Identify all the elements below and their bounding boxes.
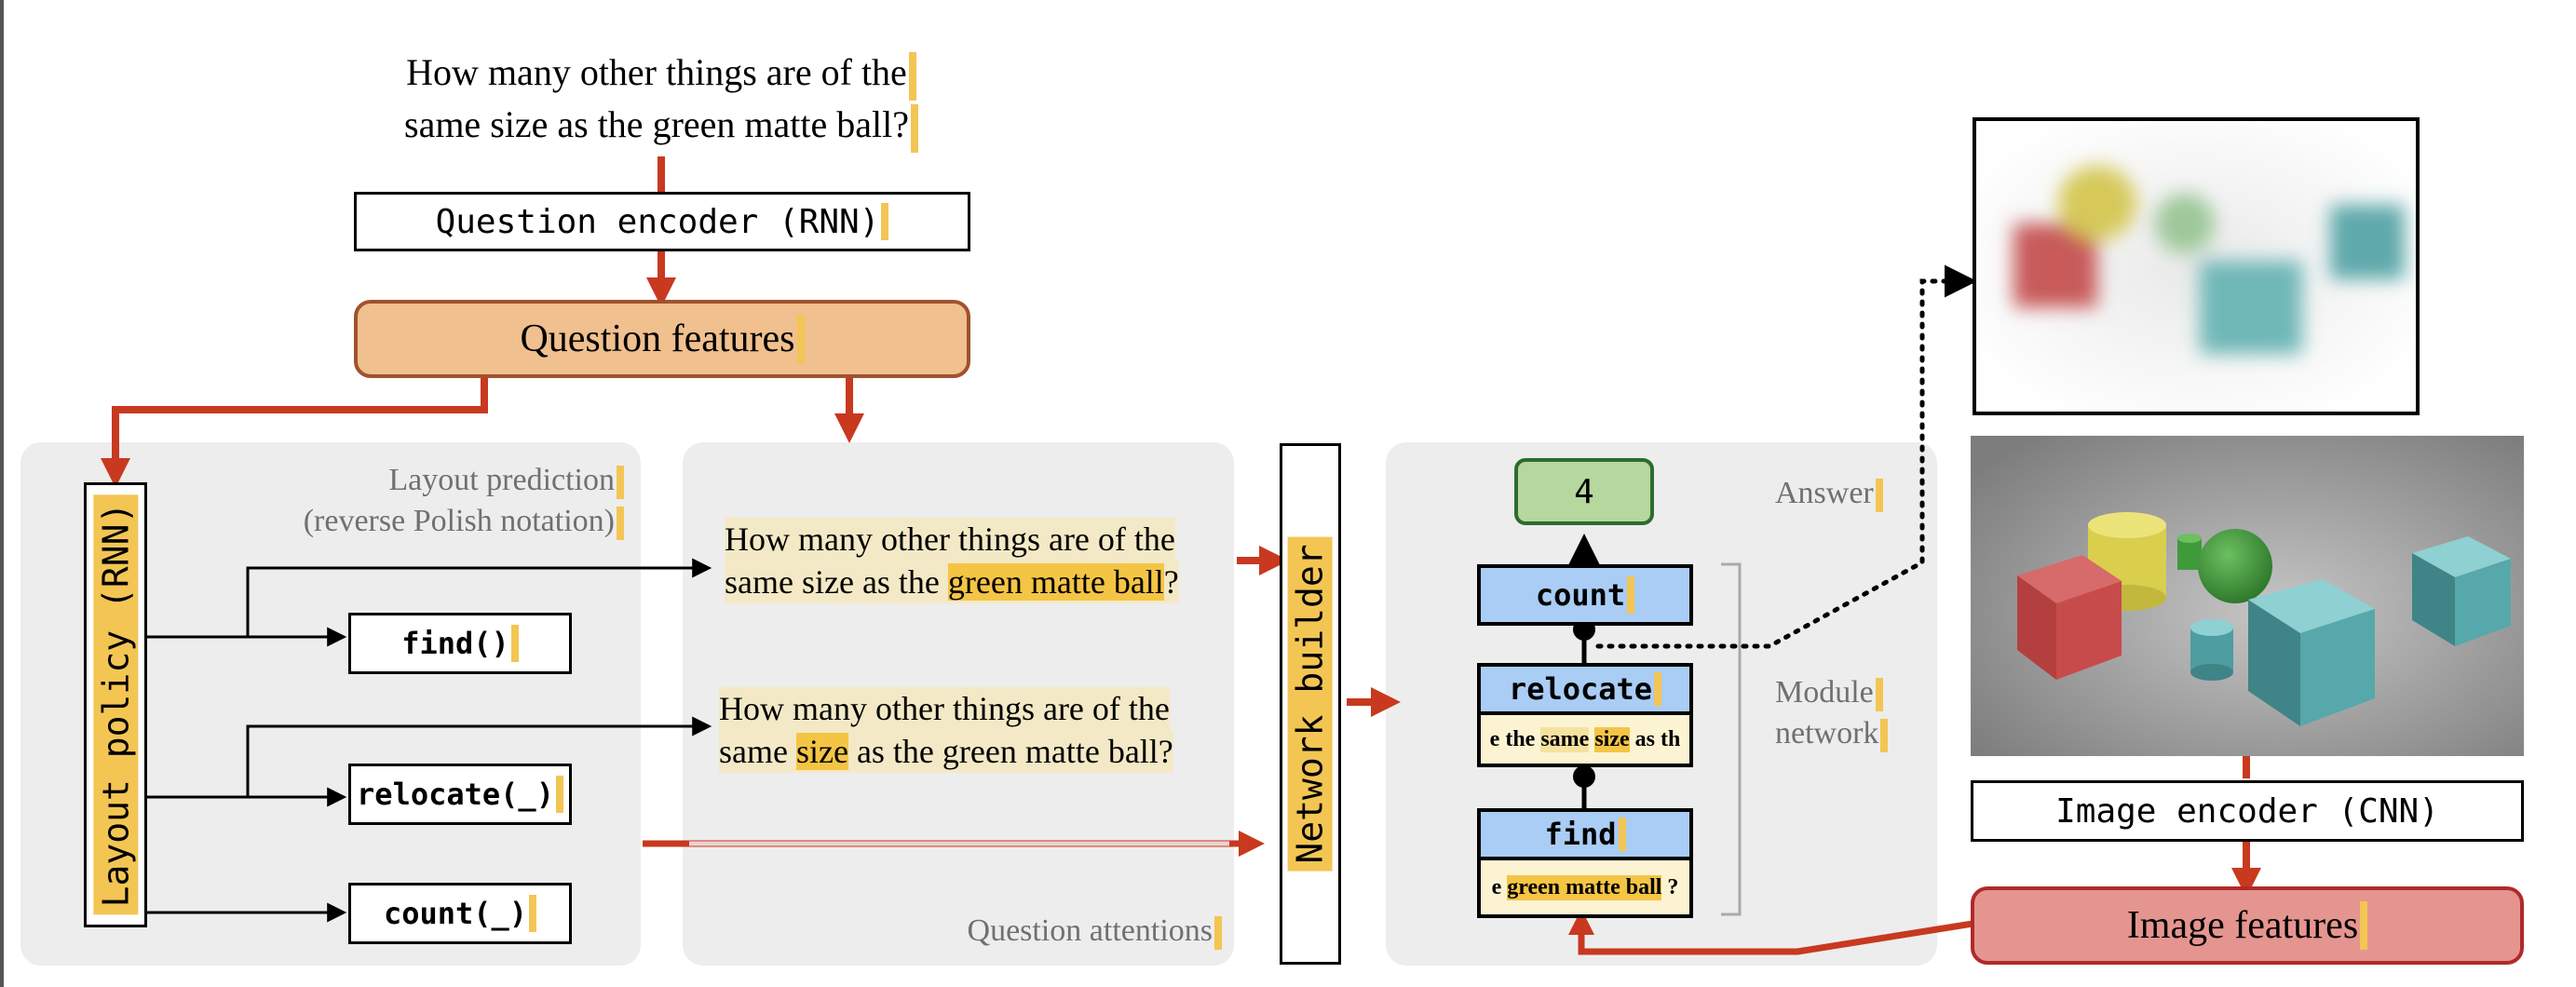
- layout-op-relocate-label: relocate(_): [357, 777, 554, 812]
- relocate-attn-4: as th: [1634, 726, 1681, 751]
- relocate-attn-1: e the: [1489, 726, 1536, 751]
- layout-op-relocate: relocate(_): [348, 764, 572, 825]
- attention-1-line-2-pre: same size as the: [725, 563, 948, 601]
- question-features-label: Question features: [520, 318, 795, 360]
- question-features-box: Question features: [354, 300, 970, 378]
- module-network-line-2: network: [1775, 716, 1879, 750]
- features-to-layout-policy-arrow: [101, 376, 488, 488]
- highlight-marker: [510, 625, 519, 662]
- highlight-marker: [881, 203, 889, 240]
- input-question: How many other things are of the same si…: [354, 48, 969, 153]
- scene-graphic: [1971, 436, 2524, 756]
- highlight-marker: [529, 895, 537, 932]
- attention-1-line-2-post: ?: [1163, 563, 1179, 601]
- module-relocate: relocate: [1477, 663, 1693, 715]
- count-to-attention-map-dotted: [1595, 264, 1977, 649]
- module-find-label: find: [1544, 817, 1617, 852]
- attention-text-2: How many other things are of the same si…: [719, 687, 1213, 773]
- module-find-attention: e green matte ball ?: [1477, 860, 1693, 918]
- attention-1-line-1: How many other things are of the: [725, 521, 1175, 558]
- answer-label: Answer: [1775, 473, 1924, 514]
- highlight-marker: [1875, 479, 1883, 513]
- module-count-label: count: [1535, 577, 1626, 613]
- image-features-to-find-arrow: [1568, 909, 1973, 955]
- layout-prediction-line-2: (reverse Polish notation): [303, 504, 615, 538]
- highlight-marker: [1875, 678, 1883, 712]
- attention-2-line-1: How many other things are of the: [719, 690, 1170, 727]
- module-network-label: Module network: [1775, 672, 1924, 754]
- module-relocate-attention: e the same size as th: [1477, 715, 1693, 767]
- answer-label-text: Answer: [1775, 476, 1874, 510]
- layout-prediction-line-1: Layout prediction: [388, 463, 615, 497]
- answer-value: 4: [1574, 472, 1594, 511]
- attention-1-highlight: green matte ball: [947, 563, 1164, 601]
- question-attentions-text: Question attentions: [967, 913, 1213, 948]
- find-attn-2: green matte ball: [1507, 874, 1662, 900]
- layout-policy-box: Layout policy (RNN): [84, 482, 147, 927]
- question-line-2: same size as the green matte ball?: [404, 102, 909, 145]
- module-relocate-label: relocate: [1508, 671, 1653, 707]
- attention-map-graphic: [1976, 121, 2416, 412]
- layout-op-count: count(_): [348, 883, 572, 944]
- module-network-line-1: Module: [1775, 675, 1874, 710]
- highlight-marker: [1880, 719, 1889, 753]
- question-attentions-label: Question attentions: [838, 911, 1222, 952]
- highlight-marker: [796, 315, 805, 363]
- image-encoder-box: Image encoder (CNN): [1971, 780, 2524, 842]
- highlight-marker: [910, 103, 918, 153]
- highlight-marker: [617, 507, 624, 541]
- layout-policy-label: Layout policy (RNN): [95, 502, 136, 908]
- network-builder-box: Network builder: [1280, 443, 1341, 965]
- attention-2-highlight: size: [795, 733, 848, 770]
- module-find: find: [1477, 808, 1693, 860]
- answer-box: 4: [1514, 458, 1654, 525]
- highlight-marker: [1618, 818, 1626, 851]
- image-encoder-label: Image encoder (CNN): [2055, 791, 2439, 831]
- highlight-marker: [908, 51, 916, 101]
- attention-text-1: How many other things are of the same si…: [725, 518, 1209, 603]
- highlight-marker: [1654, 672, 1662, 706]
- image-features-label: Image features: [2126, 904, 2359, 947]
- attention-map-image: [1973, 117, 2420, 415]
- question-line-1: How many other things are of the: [406, 51, 907, 93]
- layout-op-find: find(): [348, 613, 572, 674]
- question-encoder-box: Question encoder (RNN): [354, 192, 970, 251]
- left-edge-line: [0, 0, 4, 987]
- highlight-marker: [617, 466, 624, 500]
- highlight-marker: [1627, 576, 1635, 614]
- highlight-marker: [2360, 901, 2368, 950]
- relocate-attn-3: size: [1594, 726, 1630, 752]
- attention-2-line-2-post: as the green matte ball?: [847, 733, 1173, 770]
- find-attn-1: e: [1491, 874, 1502, 899]
- layout-op-find-label: find(): [401, 626, 509, 661]
- question-encoder-label: Question encoder (RNN): [435, 202, 880, 241]
- network-builder-label: Network builder: [1290, 544, 1332, 864]
- layout-op-count-label: count(_): [383, 896, 528, 931]
- scene-image: [1971, 436, 2524, 756]
- highlight-marker: [1214, 916, 1222, 951]
- module-count: count: [1477, 564, 1693, 626]
- layout-prediction-label: Layout prediction (reverse Polish notati…: [233, 460, 624, 542]
- find-attn-3: ?: [1667, 874, 1679, 899]
- highlight-marker: [555, 776, 563, 813]
- attention-2-line-2-pre: same: [719, 733, 796, 770]
- image-features-box: Image features: [1971, 886, 2524, 965]
- relocate-attn-2: same: [1540, 726, 1590, 752]
